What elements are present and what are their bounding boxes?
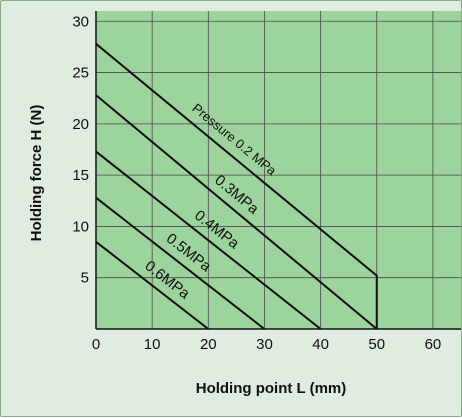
x-tick-label: 30 xyxy=(256,336,273,353)
y-tick-label: 15 xyxy=(72,167,89,184)
series-line xyxy=(95,94,378,330)
x-tick-label: 50 xyxy=(368,336,385,353)
y-tick-label: 20 xyxy=(72,116,89,133)
x-tick-label: 0 xyxy=(92,336,100,353)
x-tick-labels: 0 10 20 30 40 50 60 xyxy=(92,336,441,353)
plot-area xyxy=(96,11,461,329)
y-tick-labels: 5 10 15 20 25 30 xyxy=(72,13,89,286)
y-axis-title: Holding force H (N) xyxy=(28,105,45,242)
y-tick-label: 30 xyxy=(72,13,89,30)
y-tick-label: 10 xyxy=(72,218,89,235)
x-axis-title: Holding point L (mm) xyxy=(196,380,347,397)
x-tick-label: 60 xyxy=(425,336,442,353)
y-tick-label: 5 xyxy=(81,270,89,287)
series-line xyxy=(95,43,378,329)
y-tick-label: 25 xyxy=(72,65,89,82)
x-tick-label: 20 xyxy=(200,336,217,353)
series-line xyxy=(95,241,209,330)
series-line xyxy=(95,196,266,330)
x-tick-label: 40 xyxy=(312,336,329,353)
series-line xyxy=(95,150,322,330)
x-tick-label: 10 xyxy=(144,336,161,353)
grid-lines xyxy=(96,11,461,329)
series-lines xyxy=(95,43,378,330)
